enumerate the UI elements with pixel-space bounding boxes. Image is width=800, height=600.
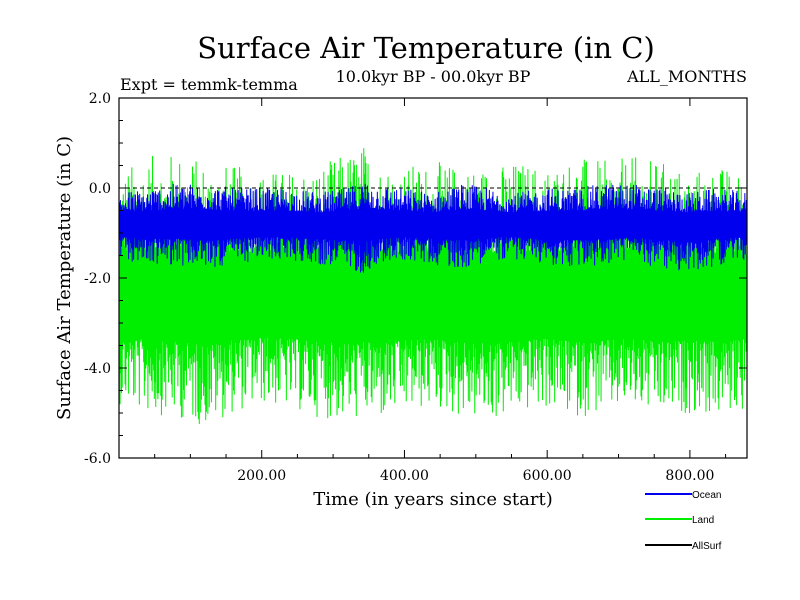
legend-label-ocean: Ocean [692,490,721,501]
y-axis-ticks: 2.0 0.0 -2.0 -4.0 -6.0 [84,91,747,467]
y-tick-label: -2.0 [84,271,111,287]
y-tick-label: -6.0 [84,451,111,467]
series-layer [119,148,747,425]
y-axis-label: Surface Air Temperature (in C) [54,136,75,420]
plot-area: 200.00 400.00 600.00 800.00 2.0 0.0 -2.0 -4.0 -… [84,91,748,484]
y-tick-label: -4.0 [84,361,111,377]
y-tick-label: 0.0 [89,181,111,197]
legend-entry-allsurf: AllSurf [645,541,722,552]
legend-entry-ocean: Ocean [645,490,721,501]
x-tick-label: 200.00 [237,468,286,484]
legend-label-allsurf: AllSurf [692,541,722,552]
chart-title: Surface Air Temperature (in C) [197,31,655,65]
series-line-land [119,148,747,425]
legend-label-land: Land [692,515,714,526]
months-label: ALL_MONTHS [626,67,747,86]
x-tick-label: 400.00 [380,468,429,484]
x-tick-label: 800.00 [665,468,714,484]
x-axis-ticks: 200.00 400.00 600.00 800.00 [154,98,727,484]
series-line-ocean [119,183,747,273]
y-tick-label: 2.0 [89,91,111,107]
x-tick-label: 600.00 [523,468,572,484]
x-axis-label: Time (in years since start) [313,489,553,510]
legend-entry-land: Land [645,515,714,526]
expt-label: Expt = temmk-temma [120,75,298,94]
chart-subtitle: 10.0kyr BP - 00.0kyr BP [336,67,531,86]
legend: Ocean Land AllSurf [645,490,722,552]
